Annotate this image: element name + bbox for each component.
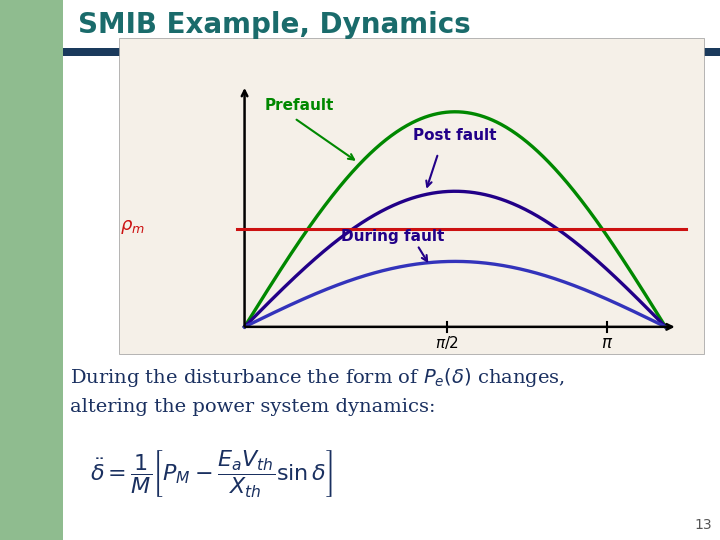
Text: 13: 13 bbox=[694, 518, 712, 532]
Text: $\rho_m$: $\rho_m$ bbox=[120, 218, 145, 235]
Text: altering the power system dynamics:: altering the power system dynamics: bbox=[70, 397, 436, 416]
Text: $\pi$: $\pi$ bbox=[600, 334, 613, 352]
Text: Prefault: Prefault bbox=[265, 98, 334, 113]
Bar bbox=[63, 0, 720, 50]
Text: $\pi/2$: $\pi/2$ bbox=[435, 334, 459, 351]
Text: SMIB Example, Dynamics: SMIB Example, Dynamics bbox=[78, 11, 471, 39]
Bar bbox=[63, 48, 720, 56]
Bar bbox=[0, 0, 63, 540]
Text: During fault: During fault bbox=[341, 228, 445, 244]
Text: During the disturbance the form of $P_e(\delta)$ changes,: During the disturbance the form of $P_e(… bbox=[70, 366, 565, 389]
Text: $\ddot{\delta} = \dfrac{1}{M}\left[P_M - \dfrac{E_a V_{th}}{X_{th}} \sin\delta\r: $\ddot{\delta} = \dfrac{1}{M}\left[P_M -… bbox=[90, 448, 333, 499]
Text: Post fault: Post fault bbox=[413, 128, 497, 143]
Bar bbox=[119, 38, 703, 354]
